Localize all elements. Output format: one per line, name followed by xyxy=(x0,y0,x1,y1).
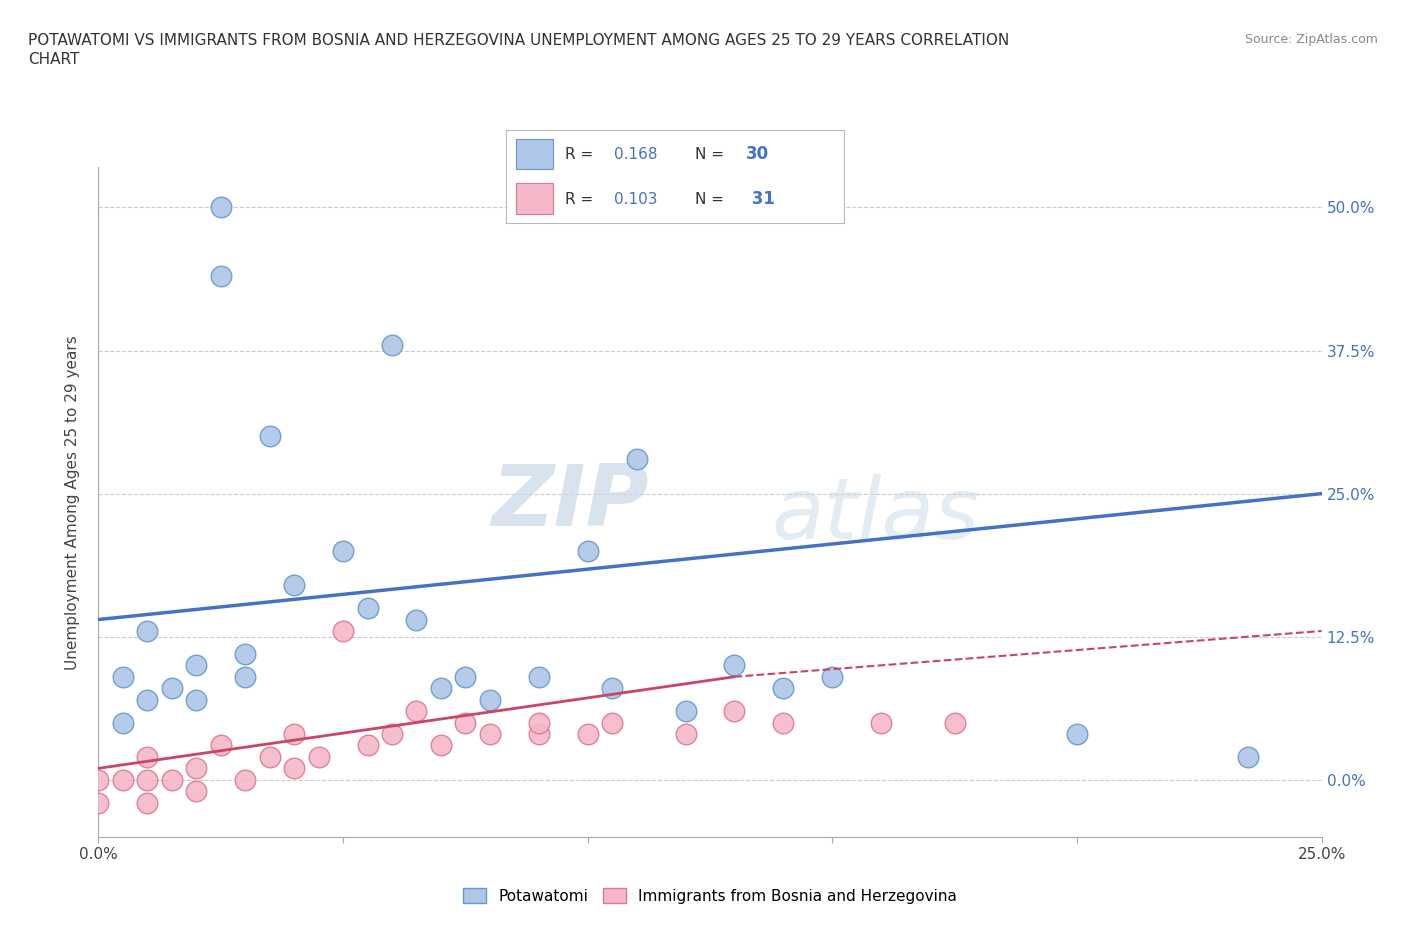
Text: R =: R = xyxy=(565,192,593,206)
Point xyxy=(160,772,183,787)
Point xyxy=(772,681,794,696)
Point xyxy=(454,670,477,684)
Y-axis label: Unemployment Among Ages 25 to 29 years: Unemployment Among Ages 25 to 29 years xyxy=(65,335,80,670)
Point xyxy=(576,543,599,558)
Point xyxy=(600,681,623,696)
Point xyxy=(626,452,648,467)
Point xyxy=(1066,726,1088,741)
Text: R =: R = xyxy=(565,147,593,162)
Point xyxy=(356,601,378,616)
Point xyxy=(675,704,697,719)
Point xyxy=(136,750,159,764)
Point xyxy=(675,726,697,741)
Point xyxy=(209,269,232,284)
Point xyxy=(381,338,404,352)
Point xyxy=(772,715,794,730)
Point xyxy=(186,784,208,799)
FancyBboxPatch shape xyxy=(516,183,554,214)
Text: 31: 31 xyxy=(745,190,775,208)
Text: N =: N = xyxy=(695,192,724,206)
Point xyxy=(87,795,110,810)
Point xyxy=(186,761,208,776)
Point xyxy=(527,726,550,741)
Text: ZIP: ZIP xyxy=(491,460,650,544)
Point xyxy=(259,429,281,444)
Point xyxy=(454,715,477,730)
Point xyxy=(259,750,281,764)
Point xyxy=(233,646,256,661)
Point xyxy=(111,772,134,787)
Point xyxy=(136,692,159,707)
Point xyxy=(209,738,232,753)
Point xyxy=(405,704,427,719)
FancyBboxPatch shape xyxy=(516,139,554,169)
Point xyxy=(233,772,256,787)
Text: N =: N = xyxy=(695,147,724,162)
Legend: Potawatomi, Immigrants from Bosnia and Herzegovina: Potawatomi, Immigrants from Bosnia and H… xyxy=(457,882,963,910)
Point xyxy=(283,578,305,592)
Text: POTAWATOMI VS IMMIGRANTS FROM BOSNIA AND HERZEGOVINA UNEMPLOYMENT AMONG AGES 25 : POTAWATOMI VS IMMIGRANTS FROM BOSNIA AND… xyxy=(28,33,1010,67)
Point xyxy=(821,670,844,684)
Point xyxy=(943,715,966,730)
Point xyxy=(478,692,501,707)
Point xyxy=(1237,750,1260,764)
Point xyxy=(308,750,330,764)
Point xyxy=(136,623,159,638)
Point xyxy=(186,692,208,707)
Text: 0.103: 0.103 xyxy=(614,192,658,206)
Point xyxy=(332,623,354,638)
Point xyxy=(723,704,745,719)
Point xyxy=(186,658,208,672)
Point xyxy=(283,726,305,741)
Text: 30: 30 xyxy=(745,145,769,164)
Point xyxy=(405,612,427,627)
Point xyxy=(430,681,453,696)
Point xyxy=(870,715,893,730)
Text: Source: ZipAtlas.com: Source: ZipAtlas.com xyxy=(1244,33,1378,46)
Point xyxy=(136,772,159,787)
Point xyxy=(87,772,110,787)
Point xyxy=(233,670,256,684)
Point xyxy=(723,658,745,672)
Point xyxy=(332,543,354,558)
Point xyxy=(111,715,134,730)
Point xyxy=(527,670,550,684)
Point xyxy=(356,738,378,753)
Point xyxy=(430,738,453,753)
Text: 0.168: 0.168 xyxy=(614,147,658,162)
Point xyxy=(136,795,159,810)
Point xyxy=(160,681,183,696)
Point xyxy=(527,715,550,730)
Point xyxy=(283,761,305,776)
Text: atlas: atlas xyxy=(772,474,979,557)
Point xyxy=(381,726,404,741)
Point xyxy=(576,726,599,741)
Point xyxy=(209,200,232,215)
Point xyxy=(111,670,134,684)
Point xyxy=(600,715,623,730)
Point xyxy=(478,726,501,741)
